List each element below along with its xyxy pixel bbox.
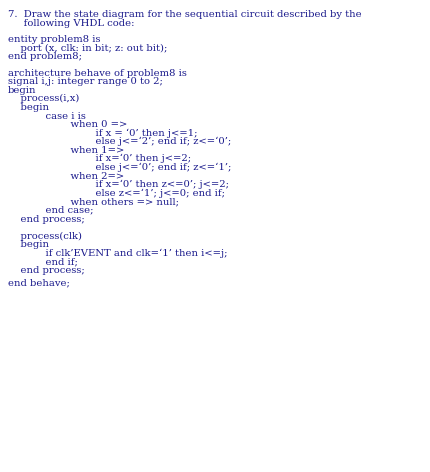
Text: if x=‘0’ then z<=0’; j<=2;: if x=‘0’ then z<=0’; j<=2; <box>8 180 228 189</box>
Text: when 1=>: when 1=> <box>8 145 124 155</box>
Text: end behave;: end behave; <box>8 278 70 288</box>
Text: when others => null;: when others => null; <box>8 197 178 206</box>
Text: process(clk): process(clk) <box>8 231 82 241</box>
Text: begin: begin <box>8 85 36 95</box>
Text: end case;: end case; <box>8 205 93 215</box>
Text: begin: begin <box>8 102 49 112</box>
Text: signal i,j: integer range 0 to 2;: signal i,j: integer range 0 to 2; <box>8 77 162 86</box>
Text: architecture behave of problem8 is: architecture behave of problem8 is <box>8 68 186 78</box>
Text: end process;: end process; <box>8 266 84 275</box>
Text: if x = ‘0’ then j<=1;: if x = ‘0’ then j<=1; <box>8 128 197 138</box>
Text: if clk’EVENT and clk=‘1’ then i<=j;: if clk’EVENT and clk=‘1’ then i<=j; <box>8 248 227 258</box>
Text: when 0 =>: when 0 => <box>8 120 127 129</box>
Text: 7.  Draw the state diagram for the sequential circuit described by the: 7. Draw the state diagram for the sequen… <box>8 9 360 19</box>
Text: end if;: end if; <box>8 257 77 267</box>
Text: else j<=‘2’; end if; z<=‘0’;: else j<=‘2’; end if; z<=‘0’; <box>8 137 230 146</box>
Text: end process;: end process; <box>8 214 84 224</box>
Text: port (x, clk: in bit; z: out bit);: port (x, clk: in bit; z: out bit); <box>8 43 167 53</box>
Text: else z<=‘1’; j<=0; end if;: else z<=‘1’; j<=0; end if; <box>8 188 224 198</box>
Text: process(i,x): process(i,x) <box>8 94 79 103</box>
Text: following VHDL code:: following VHDL code: <box>8 18 134 28</box>
Text: when 2=>: when 2=> <box>8 171 123 181</box>
Text: begin: begin <box>8 240 49 249</box>
Text: case i is: case i is <box>8 111 86 121</box>
Text: else j<=‘0’; end if; z<=‘1’;: else j<=‘0’; end if; z<=‘1’; <box>8 162 230 172</box>
Text: entity problem8 is: entity problem8 is <box>8 35 100 44</box>
Text: if x=‘0’ then j<=2;: if x=‘0’ then j<=2; <box>8 154 190 163</box>
Text: end problem8;: end problem8; <box>8 52 82 61</box>
